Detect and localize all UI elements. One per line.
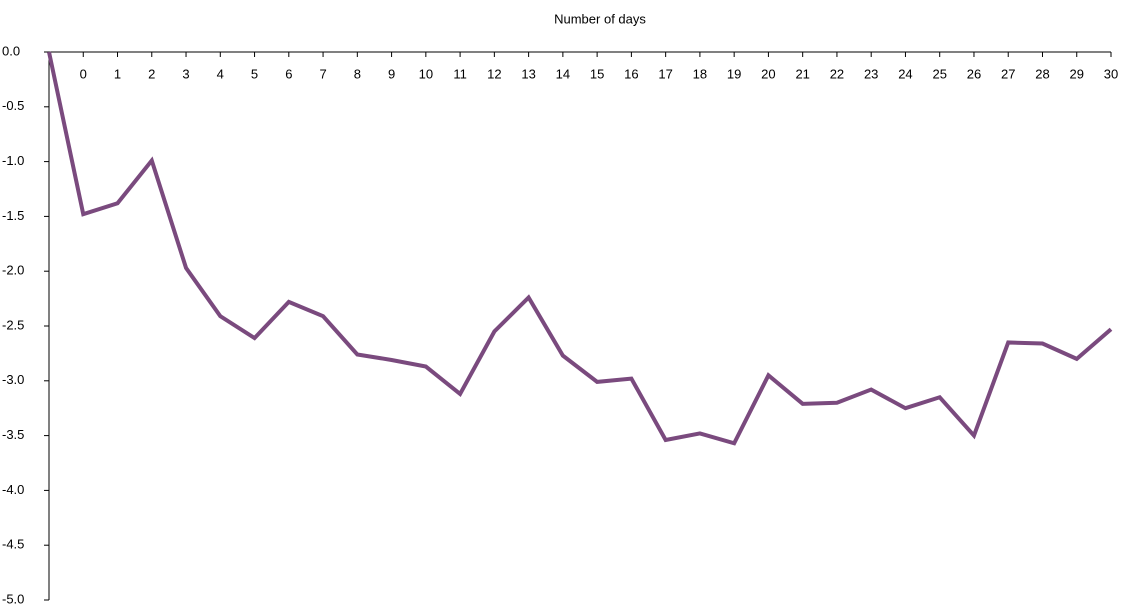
x-tick-label: 16: [624, 66, 638, 81]
x-tick-label: 21: [795, 66, 809, 81]
x-tick-label: 29: [1070, 66, 1084, 81]
y-tick-label: -2.5: [2, 317, 24, 332]
y-tick-label: -5.0: [2, 591, 24, 606]
x-axis-title: Number of days: [554, 11, 646, 26]
x-tick-label: 1: [114, 66, 121, 81]
y-tick-label: -4.5: [2, 537, 24, 552]
x-tick-label: 30: [1104, 66, 1118, 81]
y-tick-label: -2.0: [2, 263, 24, 278]
x-tick-label: 14: [556, 66, 570, 81]
x-tick-label: 19: [727, 66, 741, 81]
x-tick-label: 27: [1001, 66, 1015, 81]
x-tick-label: 10: [419, 66, 433, 81]
x-tick-label: 11: [453, 66, 467, 81]
x-tick-label: 6: [285, 66, 292, 81]
x-tick-label: 28: [1035, 66, 1049, 81]
x-tick-label: 12: [487, 66, 501, 81]
y-tick-label: -1.0: [2, 153, 24, 168]
x-tick-label: 18: [693, 66, 707, 81]
x-tick-label: 26: [967, 66, 981, 81]
x-tick-label: 25: [932, 66, 946, 81]
x-tick-label: 17: [658, 66, 672, 81]
y-tick-label: -3.5: [2, 427, 24, 442]
x-tick-label: 20: [761, 66, 775, 81]
x-tick-label: 0: [80, 66, 87, 81]
x-tick-label: 15: [590, 66, 604, 81]
y-tick-label: -3.0: [2, 372, 24, 387]
x-tick-label: 9: [388, 66, 395, 81]
x-tick-label: 23: [864, 66, 878, 81]
x-tick-label: 3: [182, 66, 189, 81]
x-tick-label: 4: [217, 66, 224, 81]
y-tick-label: -0.5: [2, 98, 24, 113]
x-tick-label: 8: [354, 66, 361, 81]
y-tick-label: -4.0: [2, 482, 24, 497]
x-tick-label: 2: [148, 66, 155, 81]
x-tick-label: 5: [251, 66, 258, 81]
x-tick-label: 24: [898, 66, 912, 81]
y-tick-label: -1.5: [2, 208, 24, 223]
x-tick-label: 7: [319, 66, 326, 81]
data-line: [47, 51, 1113, 446]
x-tick-label: 13: [521, 66, 535, 81]
y-tick-label: 0.0: [2, 43, 20, 58]
x-tick-label: 22: [830, 66, 844, 81]
